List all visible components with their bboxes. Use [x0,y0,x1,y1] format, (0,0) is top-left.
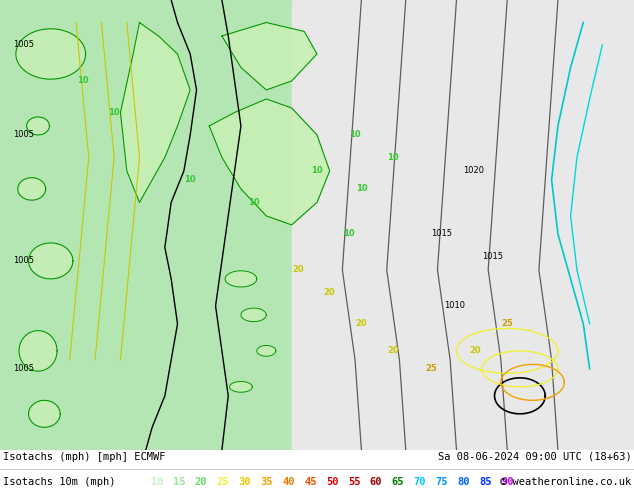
Text: 10: 10 [151,477,164,487]
Text: 10: 10 [184,175,196,184]
Polygon shape [19,331,57,371]
Text: 70: 70 [413,477,426,487]
Text: Sa 08-06-2024 09:00 UTC (18+63): Sa 08-06-2024 09:00 UTC (18+63) [437,452,631,462]
Text: 1005: 1005 [13,130,34,140]
Polygon shape [241,308,266,321]
Text: © weatheronline.co.uk: © weatheronline.co.uk [500,477,631,487]
Text: 25: 25 [501,319,513,328]
Text: 15: 15 [173,477,185,487]
Text: 1020: 1020 [463,167,484,175]
Text: 1005: 1005 [13,365,34,373]
Text: 75: 75 [436,477,448,487]
Text: 1015: 1015 [482,252,503,261]
Text: 35: 35 [261,477,273,487]
Polygon shape [18,178,46,200]
Text: 25: 25 [425,365,437,373]
Text: 85: 85 [479,477,492,487]
Text: 90: 90 [501,477,514,487]
Polygon shape [230,381,252,392]
Text: 10: 10 [387,153,399,162]
Text: Isotachs (mph) [mph] ECMWF: Isotachs (mph) [mph] ECMWF [3,452,165,462]
Text: 10: 10 [343,229,354,239]
Bar [0,0,292,450]
Text: 1010: 1010 [444,301,465,310]
Text: 20: 20 [195,477,207,487]
Text: 10: 10 [311,167,323,175]
Text: 10: 10 [77,76,88,85]
Text: 45: 45 [304,477,316,487]
Polygon shape [257,345,276,356]
Text: 10: 10 [108,108,120,117]
Text: 65: 65 [392,477,404,487]
Text: 10: 10 [356,184,367,194]
Polygon shape [222,23,317,90]
Polygon shape [16,29,86,79]
Polygon shape [29,400,60,427]
Bar [292,0,634,450]
Text: 1005: 1005 [13,256,34,266]
Text: 20: 20 [470,346,481,355]
Text: 25: 25 [217,477,229,487]
Polygon shape [29,243,73,279]
Polygon shape [27,117,49,135]
Text: 20: 20 [292,266,304,274]
Polygon shape [209,99,330,225]
Text: 30: 30 [238,477,251,487]
Text: 55: 55 [348,477,360,487]
Text: 20: 20 [356,319,367,328]
Text: 40: 40 [282,477,295,487]
Text: 80: 80 [457,477,470,487]
Text: 10: 10 [248,198,259,207]
Polygon shape [120,23,190,202]
Text: 1005: 1005 [13,41,34,49]
Polygon shape [225,271,257,287]
Text: 60: 60 [370,477,382,487]
Text: Isotachs 10m (mph): Isotachs 10m (mph) [3,477,115,487]
Text: 20: 20 [387,346,399,355]
Text: 50: 50 [326,477,339,487]
Text: 10: 10 [349,130,361,140]
Text: 20: 20 [324,288,335,297]
Text: 1015: 1015 [431,229,452,239]
